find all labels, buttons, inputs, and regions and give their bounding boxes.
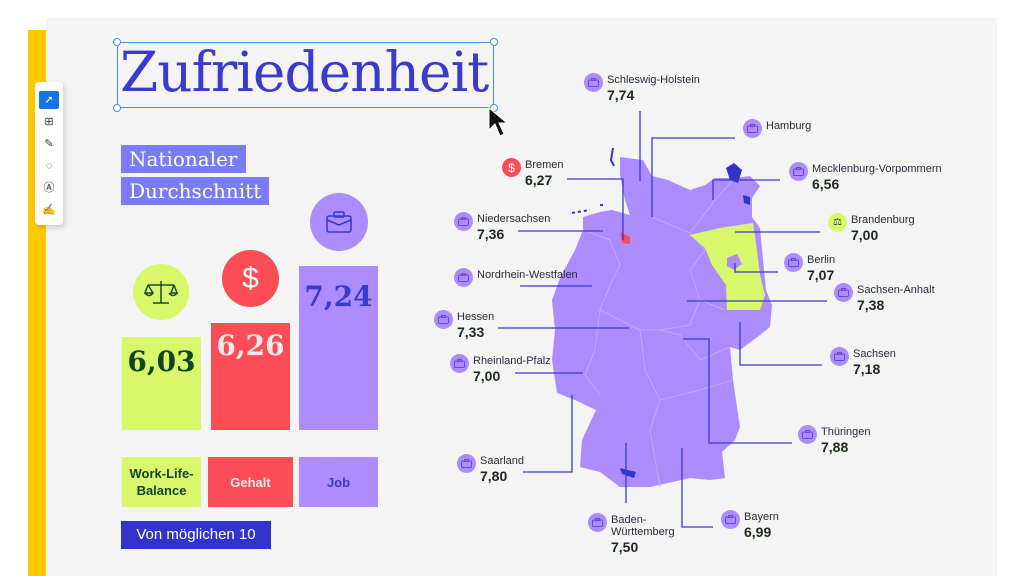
- region-value: 7,33: [457, 324, 485, 340]
- lasso-icon[interactable]: ◌: [45, 160, 53, 172]
- bar-work-life-balance: 6,03: [122, 337, 201, 430]
- region-value: 6,99: [744, 524, 772, 540]
- briefcase-icon: [789, 162, 808, 181]
- region-value: 7,18: [853, 361, 881, 377]
- region-name: Saarland: [480, 455, 525, 467]
- region-name: Sachsen: [853, 348, 896, 360]
- region-name: Thüringen: [821, 426, 871, 438]
- region-name: Hessen: [457, 311, 495, 323]
- briefcase-icon: [830, 347, 849, 366]
- region-value: 7,50: [611, 539, 639, 555]
- briefcase-icon: [584, 73, 603, 92]
- region-value: 7,00: [473, 368, 501, 384]
- region-value: 6,56: [812, 176, 840, 192]
- resize-handle[interactable]: [490, 38, 498, 46]
- briefcase-icon: [798, 425, 817, 444]
- scale-note: Von möglichen 10: [121, 521, 271, 549]
- region-name: Baden-Württemberg: [611, 514, 675, 538]
- briefcase-icon: [588, 513, 607, 532]
- lake-constance: [620, 468, 636, 478]
- briefcase-icon: [721, 510, 740, 529]
- bar-gehalt: 6,26: [211, 323, 290, 430]
- page-title[interactable]: Zufriedenheit: [120, 40, 489, 104]
- briefcase-icon: [743, 119, 762, 138]
- dollar-icon: $: [502, 158, 521, 177]
- region-name: Hamburg: [766, 120, 812, 132]
- briefcase-icon: [454, 212, 473, 231]
- highlight-icon[interactable]: ✎: [44, 138, 54, 150]
- region-name: Schleswig-Holstein: [607, 74, 700, 86]
- label-work-life-balance: Work-Life-Balance: [122, 457, 201, 507]
- state-borders: [582, 176, 736, 488]
- region-name: Niedersachsen: [477, 213, 551, 225]
- region-name: Berlin: [807, 254, 836, 266]
- region-value: 7,07: [807, 267, 835, 283]
- region-value: 7,00: [851, 227, 879, 243]
- region-value: 7,74: [607, 87, 635, 103]
- briefcase-icon: [834, 283, 853, 302]
- resize-handle[interactable]: [490, 104, 498, 112]
- region-name: Rheinland-Pfalz: [473, 355, 551, 367]
- add-comment-icon[interactable]: ⊞: [44, 116, 54, 128]
- region-value: 7,38: [857, 297, 885, 313]
- briefcase-icon: [450, 354, 469, 373]
- selection-box[interactable]: [113, 38, 498, 112]
- region-name: Brandenburg: [851, 214, 915, 226]
- briefcase-icon: [434, 310, 453, 329]
- briefcase-icon: [457, 454, 476, 473]
- sign-icon[interactable]: ✍: [42, 204, 56, 216]
- subtitle-line-1: Nationaler: [121, 145, 246, 173]
- subtitle-line-2: Durchschnitt: [121, 177, 270, 205]
- label-job: Job: [299, 457, 378, 507]
- scale-icon: ⚖: [828, 213, 847, 232]
- region-value: 7,80: [480, 468, 508, 484]
- germany-outline: [552, 157, 772, 487]
- region-value: 7,36: [477, 226, 505, 242]
- tools-panel: ➚ ⊞ ✎ ◌ Ⓐ ✍: [35, 82, 63, 225]
- leader-lines: [498, 111, 827, 528]
- region-value: 6,27: [525, 172, 553, 188]
- mouse-cursor-icon: [488, 106, 509, 137]
- region-name: Nordrhein-Westfalen: [477, 269, 578, 281]
- ruegen-island: [726, 163, 742, 183]
- region-name: Sachsen-Anhalt: [857, 284, 935, 296]
- region-name: Mecklenburg-Vorpommern: [812, 163, 942, 175]
- resize-handle[interactable]: [113, 38, 121, 46]
- text-box-icon[interactable]: Ⓐ: [43, 182, 55, 194]
- sylt-island: [609, 147, 615, 167]
- briefcase-icon: [310, 193, 368, 251]
- berlin-region: [727, 254, 742, 270]
- frisian-islands: [571, 204, 604, 214]
- briefcase-icon: [454, 268, 473, 287]
- select-tool-icon[interactable]: ➚: [39, 91, 59, 109]
- bar-job: 7,24: [299, 266, 378, 430]
- brandenburg-region: [690, 223, 765, 310]
- resize-handle[interactable]: [113, 104, 121, 112]
- dollar-icon: $: [222, 250, 279, 307]
- usedom-island: [743, 195, 750, 205]
- label-gehalt: Gehalt: [208, 457, 293, 507]
- scale-icon: [133, 264, 189, 320]
- region-value: 7,88: [821, 439, 849, 455]
- briefcase-icon: [784, 253, 803, 272]
- region-name: Bremen: [525, 159, 564, 171]
- region-name: Bayern: [744, 511, 779, 523]
